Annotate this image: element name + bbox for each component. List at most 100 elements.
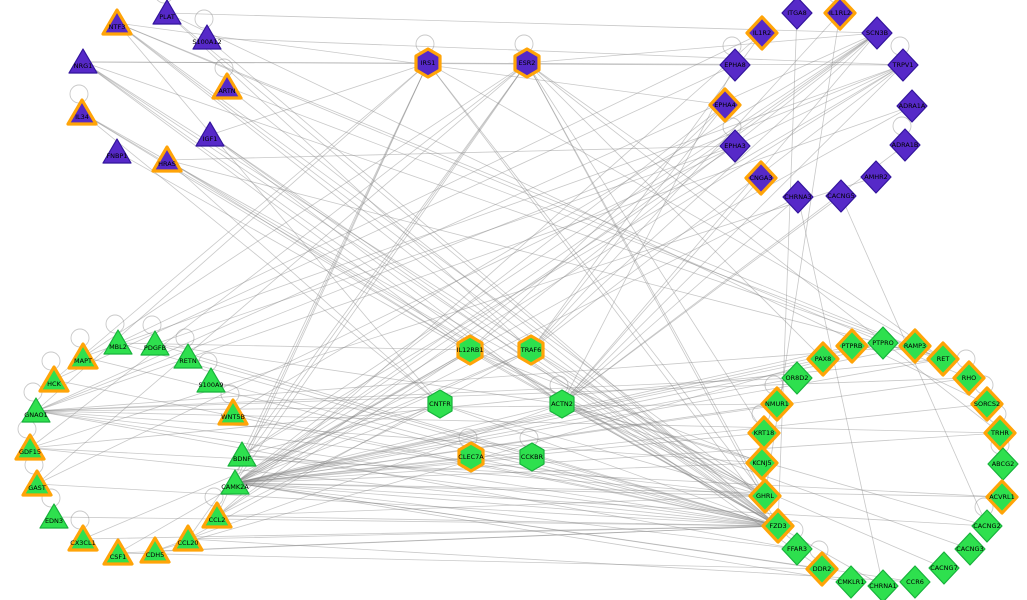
triangle-node-shape xyxy=(102,138,132,164)
self-loop-edge xyxy=(69,84,89,104)
edge xyxy=(241,62,528,456)
node-IL1R2[interactable]: IL1R2 xyxy=(745,15,779,51)
node-CDH5[interactable]: CDH5 xyxy=(139,536,171,564)
edge xyxy=(241,32,878,456)
diamond-node-shape xyxy=(899,565,931,599)
node-SORCS2[interactable]: SORCS2 xyxy=(970,386,1004,422)
edge xyxy=(530,32,763,351)
node-IRS1[interactable]: IRS1 xyxy=(414,47,442,79)
node-PLAT[interactable]: PLAT xyxy=(152,0,182,25)
edge xyxy=(234,358,944,484)
edge xyxy=(116,22,970,379)
edge xyxy=(561,32,878,405)
edge xyxy=(561,403,766,497)
edge xyxy=(216,32,878,517)
edge xyxy=(526,62,944,360)
node-GAST[interactable]: GAST xyxy=(21,469,53,497)
node-ESR2[interactable]: ESR2 xyxy=(513,47,541,79)
node-KCNJ5[interactable]: KCNJ5 xyxy=(745,445,779,481)
diamond-node-shape xyxy=(719,129,751,163)
node-ITGA8[interactable]: ITGA8 xyxy=(781,0,813,30)
edge xyxy=(241,454,779,527)
edge xyxy=(29,447,779,527)
node-NMUR1[interactable]: NMUR1 xyxy=(760,386,794,422)
edge xyxy=(234,62,528,484)
node-RAMP3[interactable]: RAMP3 xyxy=(898,328,932,364)
node-KRT18[interactable]: KRT18 xyxy=(747,415,781,451)
edge xyxy=(116,151,779,527)
edge xyxy=(154,343,563,405)
node-CX3CL1[interactable]: CX3CL1 xyxy=(67,524,99,552)
node-ABCG2[interactable]: ABCG2 xyxy=(987,447,1019,481)
node-CCL20[interactable]: CCL20 xyxy=(172,524,204,552)
edge xyxy=(209,62,429,136)
edge xyxy=(234,349,471,484)
node-HCK[interactable]: HCK xyxy=(38,365,70,393)
node-CSF1[interactable]: CSF1 xyxy=(102,538,134,566)
diamond-node-shape xyxy=(747,415,781,451)
node-CHRNA1[interactable]: CHRNA1 xyxy=(867,569,899,600)
edge xyxy=(469,349,763,464)
triangle-node-shape xyxy=(21,469,53,497)
node-ADRA1B[interactable]: ADRA1B xyxy=(889,128,921,162)
edge xyxy=(154,525,779,552)
node-EDN3[interactable]: EDN3 xyxy=(39,503,69,529)
diamond-node-shape xyxy=(954,532,986,566)
edge xyxy=(82,349,532,540)
edge xyxy=(561,195,842,405)
edge xyxy=(234,358,824,484)
node-TRHR[interactable]: TRHR xyxy=(983,415,1017,451)
edge xyxy=(216,62,429,517)
edge xyxy=(234,482,798,550)
node-NRG1[interactable]: NRG1 xyxy=(68,48,98,74)
edge xyxy=(116,22,766,497)
node-TRAF6[interactable]: TRAF6 xyxy=(517,334,545,366)
hexagon-node-shape xyxy=(456,334,484,366)
node-EPHA8[interactable]: EPHA8 xyxy=(719,48,751,82)
edge xyxy=(36,62,528,485)
edge xyxy=(561,64,904,405)
edge xyxy=(154,342,884,552)
node-FNBP1[interactable]: FNBP1 xyxy=(102,138,132,164)
node-CACNG3[interactable]: CACNG3 xyxy=(954,532,986,566)
diamond-node-shape xyxy=(835,565,867,599)
node-RET[interactable]: RET xyxy=(926,341,960,377)
node-AMHR2[interactable]: AMHR2 xyxy=(860,160,892,194)
edge xyxy=(234,64,904,484)
edge xyxy=(234,377,970,484)
node-CLEC7A[interactable]: CLEC7A xyxy=(457,441,485,473)
node-CACNG7[interactable]: CACNG7 xyxy=(928,551,960,585)
node-TRPV1[interactable]: TRPV1 xyxy=(887,48,919,82)
edge xyxy=(216,32,763,517)
node-NTF3[interactable]: NTF3 xyxy=(101,8,133,36)
edge xyxy=(234,462,763,484)
node-SCN3B[interactable]: SCN3B xyxy=(861,16,893,50)
edge xyxy=(117,342,471,351)
node-CCL2[interactable]: CCL2 xyxy=(201,501,233,529)
triangle-node-shape xyxy=(201,501,233,529)
node-IL12RB1[interactable]: IL12RB1 xyxy=(456,334,484,366)
node-ACVRL1[interactable]: ACVRL1 xyxy=(985,479,1019,515)
node-CHRNA3[interactable]: CHRNA3 xyxy=(782,180,814,214)
diamond-node-shape xyxy=(983,415,1017,451)
self-loop-edge xyxy=(142,315,162,335)
hexagon-node-shape xyxy=(519,442,545,472)
edge xyxy=(226,86,779,527)
node-FFAR3[interactable]: FFAR3 xyxy=(781,532,813,566)
node-CCR6[interactable]: CCR6 xyxy=(899,565,931,599)
edge xyxy=(206,37,779,527)
node-IL34[interactable]: IL34 xyxy=(66,98,98,126)
edge xyxy=(234,104,726,484)
node-RHO[interactable]: RHO xyxy=(952,360,986,396)
node-CACNG2[interactable]: CACNG2 xyxy=(971,509,1003,543)
edge xyxy=(526,62,766,497)
edge xyxy=(187,538,916,583)
edge xyxy=(470,456,779,527)
node-PAX8[interactable]: PAX8 xyxy=(806,341,840,377)
node-CNGA3[interactable]: CNGA3 xyxy=(744,160,778,196)
node-IGF1[interactable]: IGF1 xyxy=(195,121,225,147)
edge xyxy=(35,345,916,412)
edge xyxy=(561,403,945,569)
diamond-node-shape xyxy=(781,361,813,395)
